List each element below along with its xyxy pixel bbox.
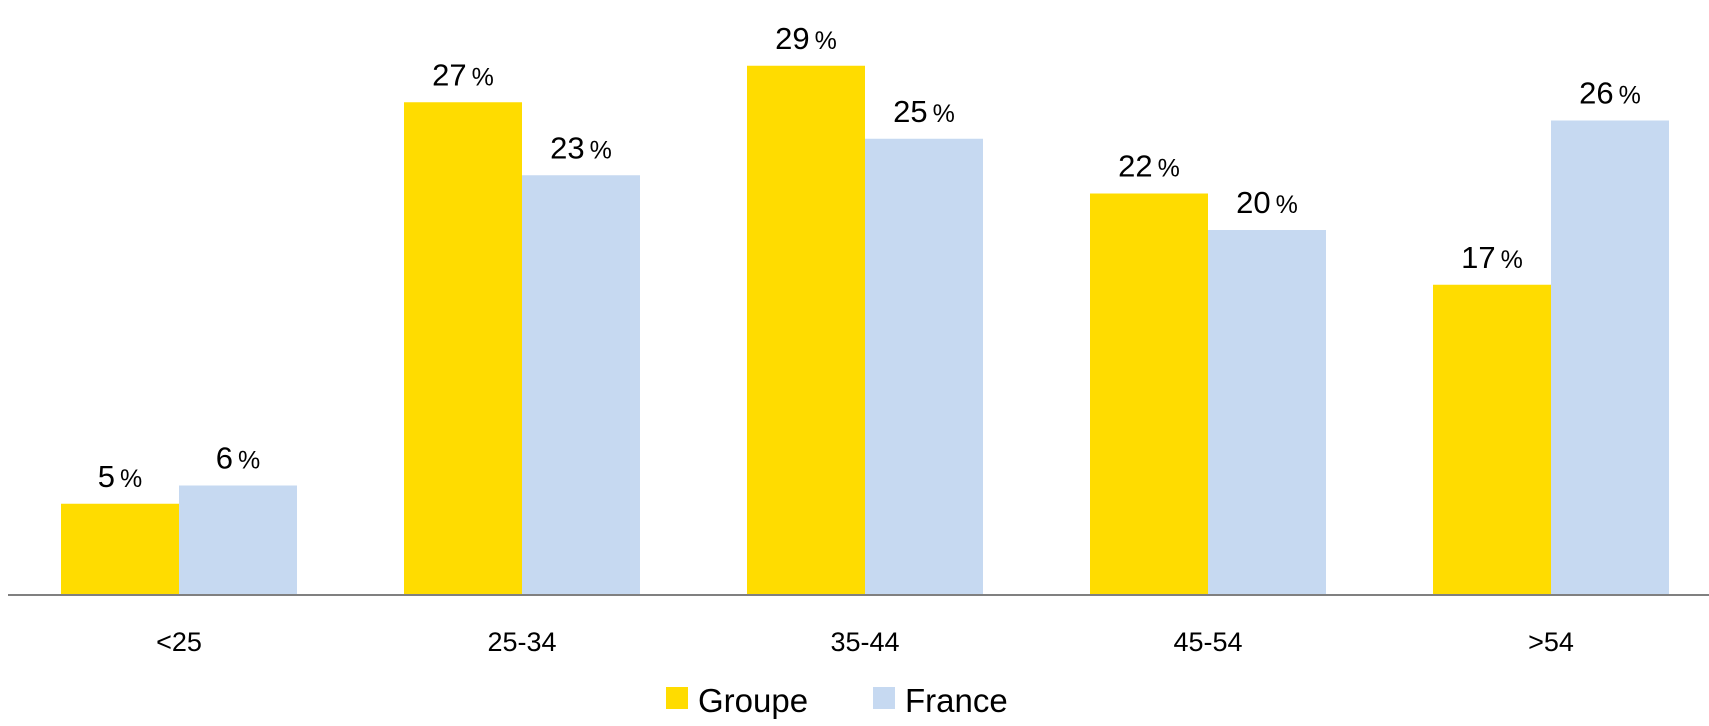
bar-groupe-1 [404, 102, 522, 595]
legend-swatch-france [873, 687, 895, 709]
value-labels-layer: 5 % 6 % 27 % 23 % 29 % 25 % 22 % 20 % 17 % 26% [98, 21, 1641, 494]
bar-france-3 [1208, 230, 1326, 595]
data-label-groupe-3: 22% [1118, 149, 1180, 184]
bar-france-1 [522, 175, 640, 595]
data-label-groupe-4: 17% [1461, 240, 1523, 275]
data-label-france-2: 25% [893, 94, 955, 129]
bar-france-4 [1551, 120, 1669, 595]
bar-groupe-0 [61, 503, 179, 595]
x-tick-label-4: >54 [1528, 627, 1574, 657]
legend: Groupe France [666, 682, 1008, 719]
x-tick-label-1: 25-34 [487, 627, 556, 657]
x-tick-labels-layer: <25 25-34 35-44 45-54 >54 [156, 627, 1574, 657]
legend-label-groupe: Groupe [698, 682, 808, 719]
x-tick-label-3: 45-54 [1173, 627, 1242, 657]
data-label-france-3: 20% [1236, 185, 1298, 220]
bar-france-0 [179, 485, 297, 595]
data-label-france-1: 23% [550, 130, 612, 165]
legend-swatch-groupe [666, 687, 688, 709]
bar-groupe-2 [747, 65, 865, 595]
bar-france-2 [865, 138, 983, 595]
data-label-france-4: 26% [1579, 76, 1641, 111]
bar-groupe-3 [1090, 193, 1208, 595]
legend-label-france: France [905, 682, 1008, 719]
data-label-groupe-0: 5% [98, 459, 142, 494]
data-label-groupe-2: 29% [775, 21, 837, 56]
bar-groupe-4 [1433, 284, 1551, 595]
data-label-france-0: 6% [216, 441, 260, 476]
bars-layer [61, 65, 1669, 595]
x-tick-label-0: <25 [156, 627, 202, 657]
x-tick-label-2: 35-44 [830, 627, 899, 657]
data-label-groupe-1: 27% [432, 57, 494, 92]
